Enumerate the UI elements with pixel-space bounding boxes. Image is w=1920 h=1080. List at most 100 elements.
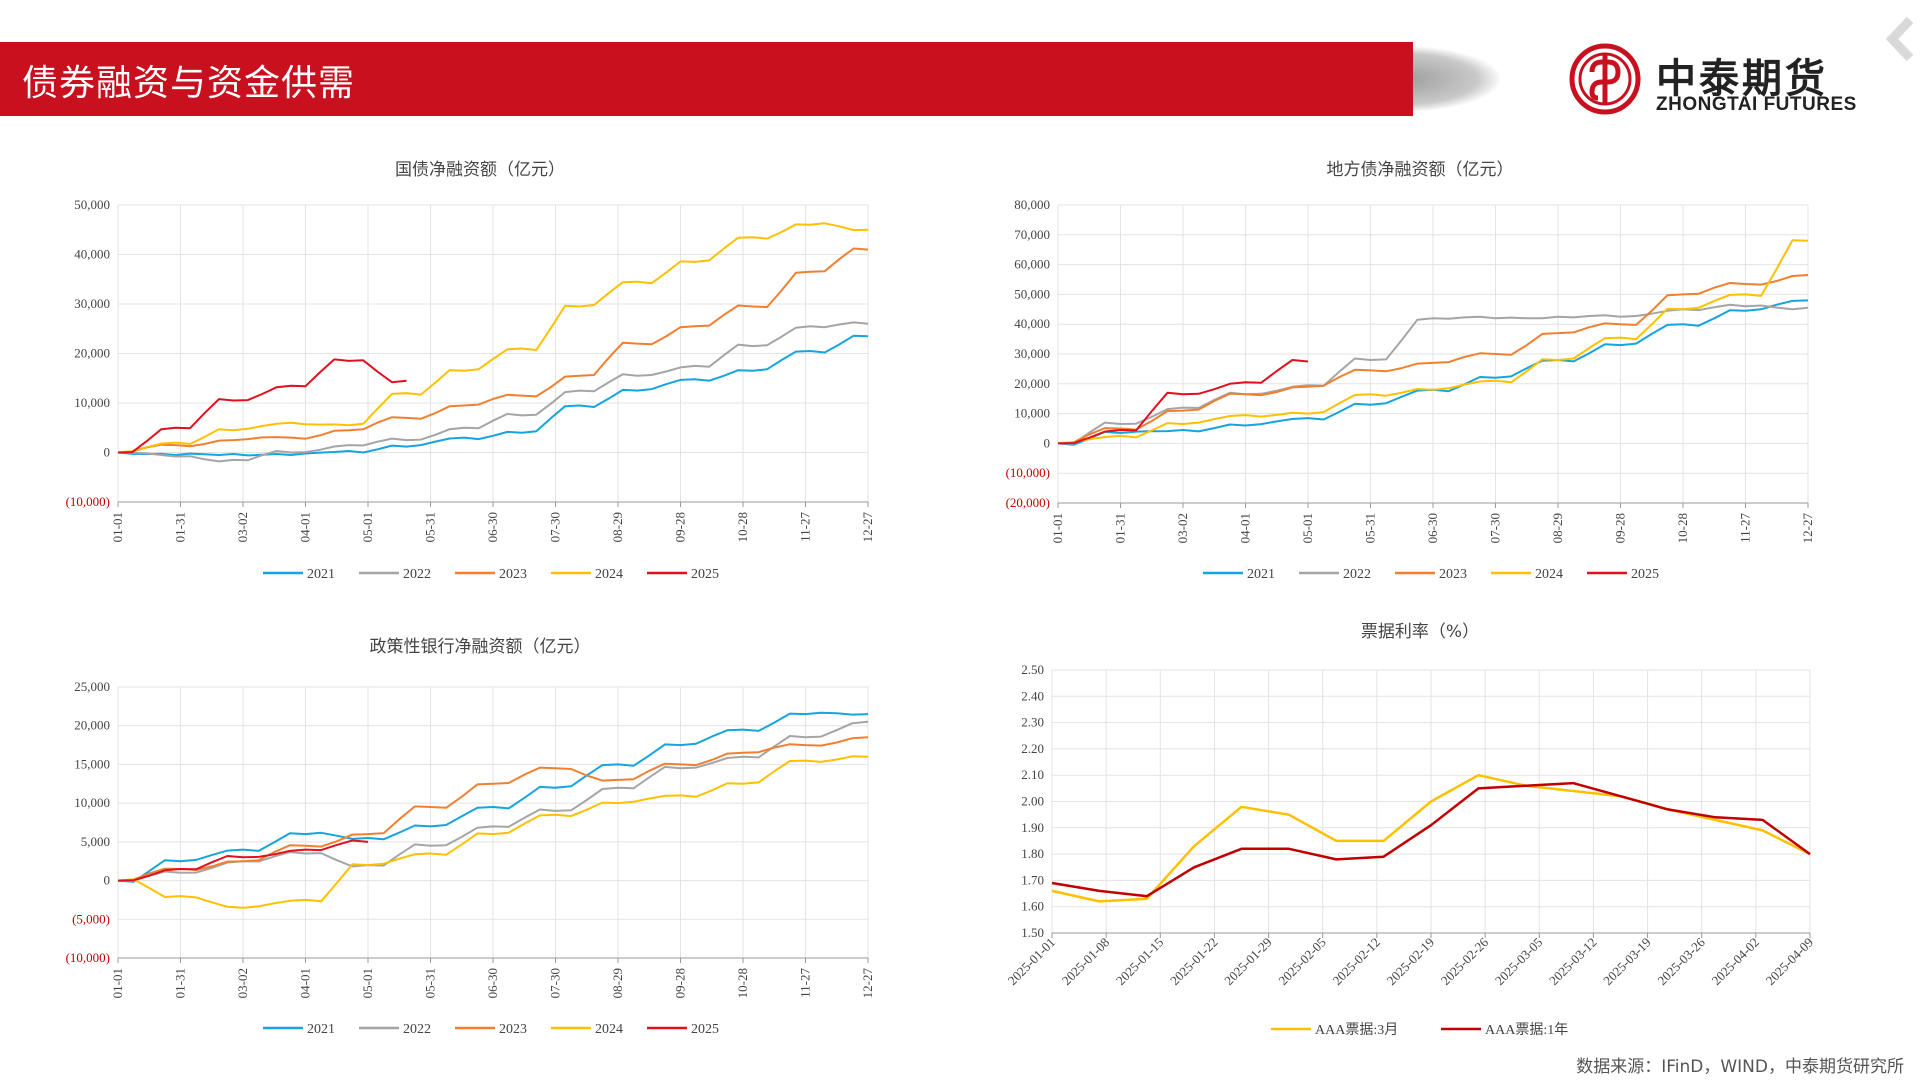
- x-tick-label: 09-28: [1613, 513, 1628, 543]
- y-tick-label: 2.40: [1021, 688, 1044, 703]
- legend-label: 2024: [595, 1022, 623, 1037]
- y-tick-label: (10,000): [66, 494, 110, 509]
- x-tick-label: 2025-01-15: [1113, 935, 1167, 989]
- x-tick-label: 2025-01-29: [1221, 935, 1275, 989]
- x-tick-label: 04-01: [1238, 513, 1253, 543]
- x-tick-label: 08-29: [610, 512, 625, 542]
- legend-label: 2023: [499, 1022, 527, 1037]
- x-tick-label: 12-27: [860, 968, 875, 999]
- y-tick-label: 2.20: [1021, 741, 1044, 756]
- legend-label: 2025: [1631, 567, 1659, 582]
- y-tick-label: 25,000: [74, 679, 110, 694]
- legend-label: AAA票据:3月: [1315, 1022, 1398, 1038]
- x-tick-label: 04-01: [298, 968, 313, 998]
- x-tick-label: 2025-01-08: [1059, 935, 1113, 989]
- x-tick-label: 10-28: [735, 968, 750, 998]
- legend-label: 2025: [691, 1022, 719, 1037]
- series-line-2025: [1057, 359, 1309, 445]
- x-tick-label: 01-31: [1113, 513, 1128, 543]
- y-tick-label: 50,000: [74, 197, 110, 212]
- y-tick-label: 20,000: [74, 346, 110, 361]
- x-tick-label: 10-28: [735, 512, 750, 542]
- x-tick-label: 05-31: [423, 512, 438, 542]
- y-tick-label: 50,000: [1014, 286, 1050, 301]
- y-tick-label: (10,000): [66, 950, 110, 965]
- series-line-2025: [117, 839, 369, 882]
- x-tick-label: 2025-03-12: [1546, 935, 1600, 989]
- x-tick-label: 11-27: [798, 968, 813, 998]
- y-tick-label: 40,000: [74, 247, 110, 262]
- header-bar: [0, 42, 1413, 116]
- y-tick-label: 2.10: [1021, 767, 1044, 782]
- series-line-2024: [117, 222, 869, 454]
- chart-treasury-net-financing: 国债净融资额（亿元） (10,000) 0 10,000 20,000 30,000 40,…: [40, 150, 880, 595]
- legend-label: AAA票据:1年: [1485, 1022, 1568, 1038]
- data-source-note: 数据来源：IFinD，WIND，中泰期货研究所: [1576, 1057, 1904, 1077]
- y-tick-label: 10,000: [74, 395, 110, 410]
- legend-label: 2024: [595, 567, 623, 582]
- x-tick-label: 2025-03-26: [1654, 934, 1708, 988]
- y-tick-label: 2.00: [1021, 794, 1044, 809]
- series-line-2021: [117, 334, 869, 457]
- legend-label: 2023: [499, 567, 527, 582]
- x-tick-label: 03-02: [235, 968, 250, 998]
- x-tick-label: 03-02: [1175, 513, 1190, 543]
- x-tick-label: 09-28: [673, 512, 688, 542]
- x-tick-label: 01-01: [110, 512, 125, 542]
- x-tick-label: 05-31: [423, 968, 438, 998]
- x-tick-label: 11-27: [1738, 513, 1753, 543]
- x-tick-label: 05-01: [360, 968, 375, 998]
- y-tick-label: 60,000: [1014, 257, 1050, 272]
- company-logo: 中泰期货 ZHONGTAI FUTURES: [1568, 42, 1868, 118]
- y-tick-label: 5,000: [81, 834, 110, 849]
- y-tick-label: 40,000: [1014, 316, 1050, 331]
- chart-local-bond-net-financing: 地方债净融资额（亿元） (20,000) (10,000) 0 10,000 20,000…: [980, 150, 1820, 595]
- x-tick-label: 2025-02-19: [1384, 935, 1438, 989]
- x-tick-label: 01-01: [110, 968, 125, 998]
- y-tick-label: 2.30: [1021, 715, 1044, 730]
- x-tick-label: 07-30: [548, 968, 563, 998]
- legend-label: 2025: [691, 567, 719, 582]
- x-tick-label: 07-30: [548, 512, 563, 542]
- y-tick-label: 2.50: [1021, 662, 1044, 677]
- y-tick-label: 0: [1044, 435, 1051, 450]
- chart-svg: 政策性银行净融资额（亿元） (10,000) (5,000) 0 5,000 10,000…: [66, 637, 875, 1037]
- x-tick-label: 03-02: [235, 512, 250, 542]
- y-tick-label: 1.70: [1021, 872, 1044, 887]
- y-tick-label: 20,000: [1014, 376, 1050, 391]
- legend-label: 2023: [1439, 567, 1467, 582]
- y-tick-label: 70,000: [1014, 227, 1050, 242]
- series-line-2023: [117, 247, 869, 454]
- x-tick-label: 2025-02-26: [1438, 934, 1492, 988]
- x-tick-label: 05-01: [1300, 513, 1315, 543]
- x-tick-label: 04-01: [298, 512, 313, 542]
- y-tick-label: 15,000: [74, 756, 110, 771]
- legend-label: 2021: [1247, 567, 1275, 582]
- series-line-AAA票据:1年: [1051, 781, 1811, 898]
- x-tick-label: 01-31: [173, 512, 188, 542]
- series-line-2023: [117, 736, 869, 882]
- y-tick-label: 10,000: [74, 795, 110, 810]
- chevron-left-icon: [1885, 16, 1914, 62]
- chart-title: 国债净融资额（亿元）: [395, 160, 565, 180]
- y-tick-label: 30,000: [74, 296, 110, 311]
- chart-svg: 地方债净融资额（亿元） (20,000) (10,000) 0 10,000 20,000…: [1006, 160, 1815, 582]
- legend-label: 2021: [307, 567, 335, 582]
- x-tick-label: 2025-01-01: [1005, 935, 1059, 989]
- x-tick-label: 05-31: [1363, 513, 1378, 543]
- legend-label: 2021: [307, 1022, 335, 1037]
- x-tick-label: 05-01: [360, 512, 375, 542]
- chart-title: 票据利率（%）: [1361, 622, 1479, 642]
- logo-name-cn: 中泰期货: [1656, 56, 1828, 102]
- x-tick-label: 06-30: [485, 968, 500, 998]
- series-line-2024: [1057, 239, 1809, 445]
- x-tick-label: 01-31: [173, 968, 188, 998]
- x-tick-label: 2025-03-05: [1492, 935, 1546, 989]
- series-line-2025: [117, 358, 407, 454]
- legend-label: 2022: [403, 567, 431, 582]
- series-line-2023: [1057, 274, 1809, 445]
- x-tick-label: 08-29: [610, 968, 625, 998]
- x-tick-label: 11-27: [798, 512, 813, 542]
- chart-bill-rate: 票据利率（%） 1.50 1.60 1.70 1.80 1.90 2.00 2.10 2.20 2…: [980, 615, 1820, 1045]
- y-tick-label: 1.60: [1021, 899, 1044, 914]
